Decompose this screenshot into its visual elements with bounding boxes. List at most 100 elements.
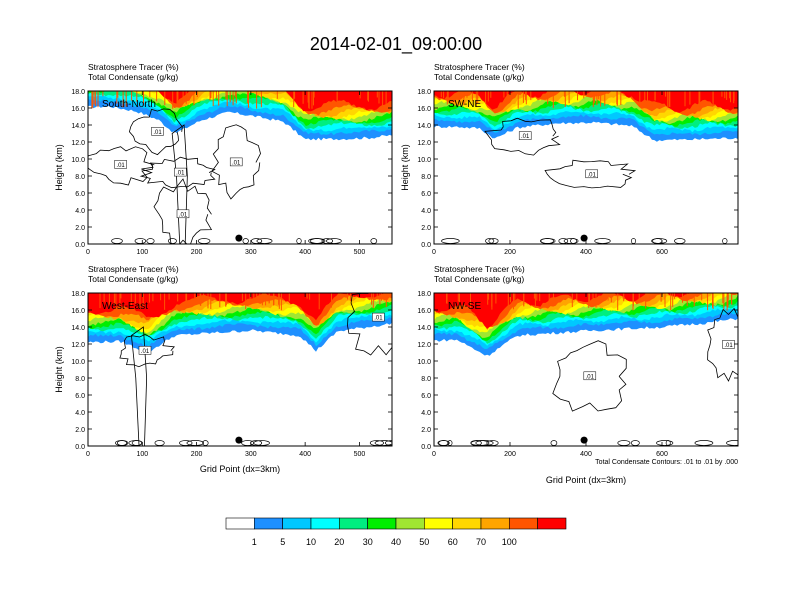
y-tick-label: 0.0 [75,444,85,451]
condensate-contour [707,307,738,382]
y-tick-label: 6.0 [75,393,85,400]
colorbar-label: 1 [252,537,257,547]
condensate-contour [552,340,627,412]
condensate-contour [153,178,213,244]
figure-title: 2014-02-01_09:00:00 [310,34,482,55]
condensate-contour [484,117,561,156]
panel-header-tracer: Stratosphere Tracer (%) [434,62,525,72]
y-tick-label: 16.0 [71,106,85,113]
x-tick-label: 300 [245,249,257,256]
condensate-contour [139,156,216,189]
condensate-contour [347,293,392,356]
colorbar-swatch [338,517,368,530]
contour-label-box [585,169,598,179]
contour-label-box [174,167,187,177]
colorbar-swatch [423,517,453,530]
y-tick-label: 12.0 [71,140,85,147]
condensate-contour [211,124,261,200]
contour-label: .01 [141,349,150,355]
plot-content: .01 .01 [88,293,392,446]
contour-label: .01 [116,163,125,169]
y-tick-label: 14.0 [417,325,431,332]
plot-frame [87,292,393,447]
y-tick-label: 18.0 [417,291,431,298]
contour-label: .01 [179,212,188,218]
location-marker [235,234,243,242]
contour-label-box [229,157,243,167]
condensate-contour [119,333,176,368]
plot-content: .01 .01 [434,91,738,244]
panel-header-condensate: Total Condensate (g/kg) [434,72,524,82]
colorbar-swatch [452,517,482,530]
y-tick-label: 8.0 [75,376,85,383]
contour-label-box [151,127,164,136]
y-tick-label: 14.0 [71,123,85,130]
y-tick-label: 2.0 [75,225,85,232]
x-axis-label: Grid Point (dx=3km) [546,475,626,485]
x-tick-label: 100 [136,249,148,256]
colorbar-swatch [254,517,283,530]
y-tick-label: 18.0 [417,89,431,96]
contour-label-box [138,346,152,355]
y-tick-label: 16.0 [417,106,431,113]
tracer-band-level-11 [88,293,392,321]
x-tick-label: 500 [354,249,366,256]
y-tick-label: 0.0 [421,242,431,249]
colorbar-label: 20 [334,537,344,547]
x-tick-label: 400 [580,451,592,458]
x-tick-label: 600 [656,249,668,256]
region-label: South-North [102,99,156,110]
colorbar-label: 60 [448,537,458,547]
y-axis-label: Height (km) [54,144,64,191]
contour-label-box [176,209,190,219]
contour-label-box [518,131,532,140]
location-marker [235,436,243,444]
y-tick-label: 2.0 [75,427,85,434]
colorbar-swatch [225,517,255,530]
contour-label: .01 [521,134,530,140]
y-tick-label: 18.0 [71,291,85,298]
colorbar-swatch [282,517,312,530]
x-tick-label: 200 [504,249,516,256]
tracer-band-level-11 [434,91,738,113]
y-tick-label: 10.0 [71,359,85,366]
y-tick-label: 10.0 [71,157,85,164]
colorbar-label: 100 [502,537,517,547]
condensate-contour-column [131,326,148,446]
contour-label: .01 [724,343,733,349]
colorbar-swatch [480,517,510,530]
y-tick-label: 14.0 [71,325,85,332]
panel-header-tracer: Stratosphere Tracer (%) [434,264,525,274]
region-label: NW-SE [448,301,481,312]
colorbar-label: 30 [363,537,373,547]
plot-content: .01 .01 [434,293,738,446]
y-tick-label: 2.0 [421,225,431,232]
region-label: SW-NE [448,99,481,110]
colorbar-label: 40 [391,537,401,547]
contour-label-box [372,312,385,322]
y-tick-label: 10.0 [417,359,431,366]
y-tick-label: 0.0 [75,242,85,249]
x-axis-label: Grid Point (dx=3km) [200,464,280,474]
colorbar-label: 50 [419,537,429,547]
y-axis-label: Height (km) [400,144,410,191]
x-tick-label: 0 [86,249,90,256]
colorbar-swatch [395,517,425,530]
y-tick-label: 0.0 [421,444,431,451]
x-tick-label: 200 [191,249,203,256]
region-label: West-East [102,301,148,312]
contour-label-box [583,371,597,381]
y-tick-label: 16.0 [417,308,431,315]
colorbar-swatch [537,517,567,530]
x-tick-label: 600 [656,451,668,458]
y-tick-label: 12.0 [417,342,431,349]
contour-note: Total Condensate Contours: .01 to .01 by… [595,459,738,466]
contour-label: .01 [232,160,241,166]
y-tick-label: 10.0 [417,157,431,164]
contour-label-box [114,160,127,169]
y-tick-label: 2.0 [421,427,431,434]
y-tick-label: 12.0 [71,342,85,349]
x-tick-label: 0 [86,451,90,458]
contour-label: .01 [586,374,595,380]
colorbar-swatch [508,517,538,530]
